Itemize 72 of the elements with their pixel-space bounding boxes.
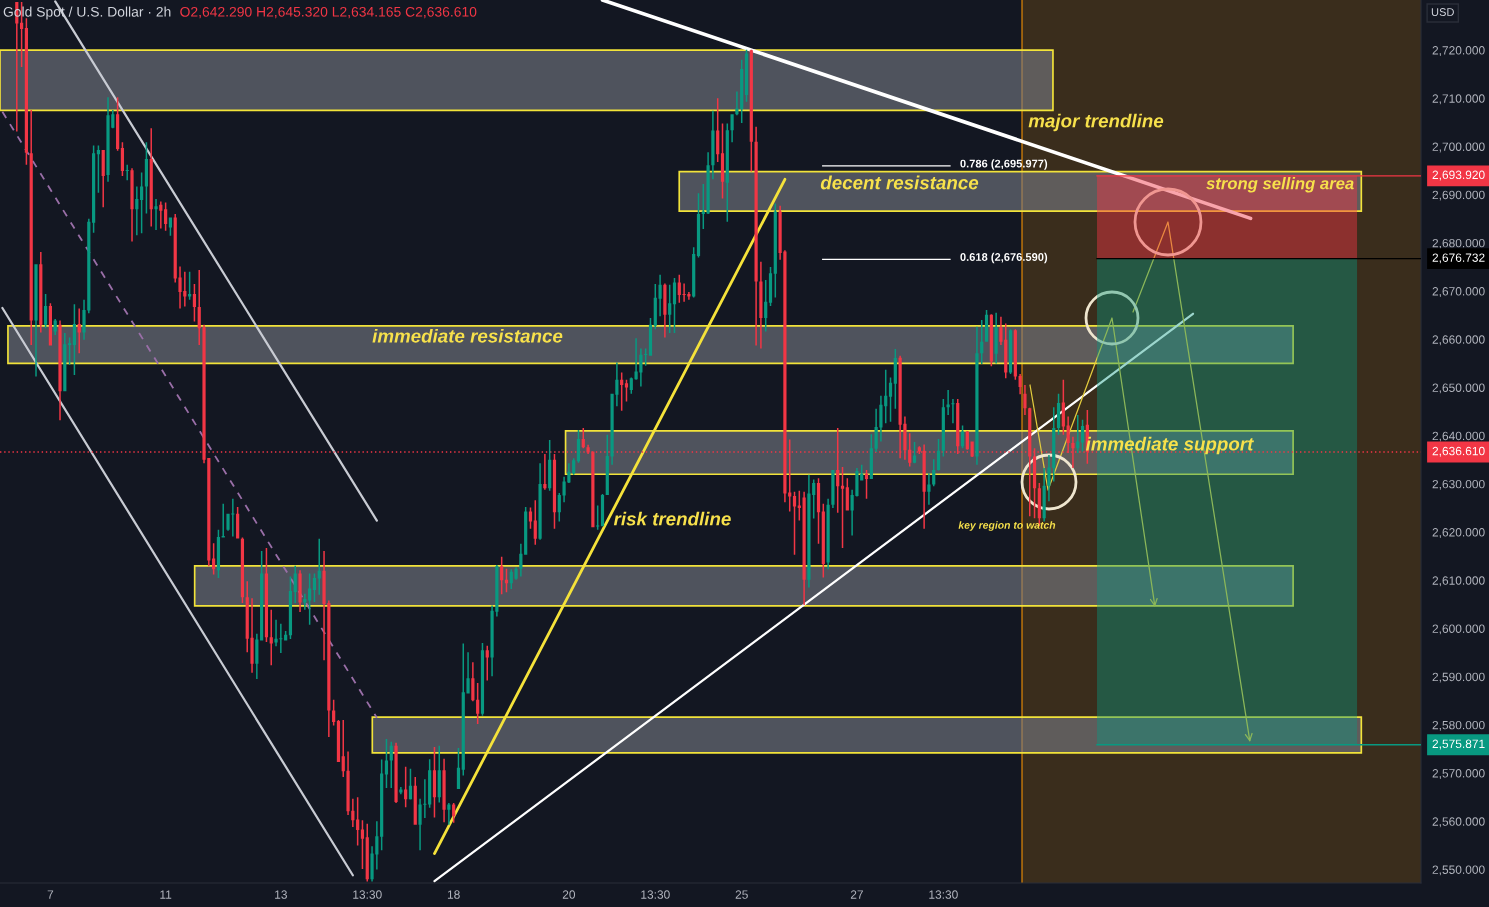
x-tick-label: 25 (735, 890, 748, 899)
x-tick-label: 20 (562, 890, 576, 899)
y-tick-label: 2,560.000 (1432, 817, 1485, 828)
candlestick (447, 802, 451, 825)
ref-line-label: 2,575.871 (1432, 739, 1485, 750)
candlestick (562, 476, 566, 503)
candlestick (1023, 385, 1027, 415)
y-tick-label: 2,650.000 (1432, 383, 1485, 394)
candlestick (58, 320, 62, 421)
candlestick (269, 609, 273, 666)
x-tick-label: 18 (447, 890, 460, 899)
x-tick-label: 13:30 (353, 890, 382, 899)
y-tick-label: 2,620.000 (1432, 528, 1485, 538)
ref-line-label: 2,693.920 (1432, 170, 1485, 181)
y-tick-label: 2,670.000 (1432, 287, 1485, 297)
y-tick-label: 2,690.000 (1432, 190, 1485, 201)
candlestick (106, 97, 110, 182)
candlestick (951, 399, 955, 424)
band-label: strong selling area (1206, 177, 1354, 193)
y-tick-label: 2,550.000 (1432, 865, 1485, 876)
candlestick (125, 164, 129, 181)
candlestick (543, 454, 547, 490)
candlestick (77, 308, 81, 354)
x-tick-label: 11 (160, 890, 172, 899)
y-tick-label: 2,610.000 (1432, 576, 1485, 587)
candlestick (317, 538, 321, 595)
y-tick-label: 2,590.000 (1432, 672, 1485, 683)
candlestick (346, 751, 350, 816)
candlestick (442, 758, 446, 823)
candlestick (711, 110, 715, 180)
candlestick (221, 503, 225, 538)
x-tick-label: 13 (275, 890, 287, 899)
candlestick (1076, 414, 1080, 454)
x-tick-label: 7 (47, 890, 54, 899)
candlestick (34, 264, 38, 377)
series-label: risk trendline (613, 511, 731, 526)
x-tick-label: 13:30 (641, 890, 670, 899)
candlestick (159, 201, 163, 229)
y-tick-label: 2,720.000 (1432, 46, 1485, 56)
candlestick (759, 261, 763, 349)
candlestick (154, 199, 158, 230)
candlestick (82, 299, 86, 340)
ref-line-label: 2,676.732 (1432, 253, 1485, 264)
y-tick-label: 2,580.000 (1432, 720, 1485, 731)
candlestick (1047, 455, 1051, 502)
band-label: decent resistance (820, 175, 979, 190)
y-tick-label: 2,710.000 (1432, 94, 1485, 105)
ref-line-label: 2,636.610 (1432, 446, 1485, 457)
y-tick-label: 2,570.000 (1432, 769, 1485, 779)
candlestick (927, 473, 931, 505)
y-axis-title: USD (1431, 8, 1454, 16)
x-tick-label: 27 (850, 890, 863, 899)
x-tick-label: 13:30 (929, 890, 958, 899)
series-label: major trendline (1028, 113, 1164, 132)
y-tick-label: 2,640.000 (1432, 431, 1485, 442)
candlestick (274, 619, 278, 647)
candlestick (279, 623, 283, 654)
y-tick-label: 2,700.000 (1432, 142, 1485, 153)
y-tick-label: 2,630.000 (1432, 479, 1485, 490)
candlestick (135, 186, 139, 236)
chart-subtitle: O2,642.290 H2,645.320 L2,634.165 C2,636.610 (180, 6, 477, 19)
y-tick-label: 2,600.000 (1432, 624, 1485, 635)
band-label: immediate resistance (372, 328, 563, 343)
candlestick (538, 463, 542, 540)
candlestick (341, 720, 345, 777)
candlestick (130, 168, 134, 242)
y-tick-label: 2,680.000 (1432, 238, 1485, 249)
y-tick-label: 2,660.000 (1432, 335, 1485, 346)
candlestick (946, 389, 950, 415)
candlestick (298, 570, 302, 613)
candlestick (975, 326, 979, 465)
candlestick (303, 593, 307, 610)
